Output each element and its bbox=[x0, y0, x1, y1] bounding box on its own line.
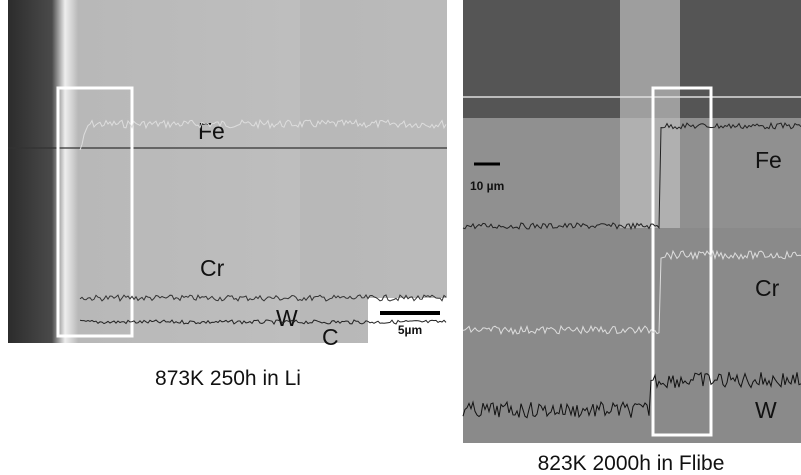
element-label: Cr bbox=[200, 255, 225, 281]
element-label: C bbox=[322, 324, 339, 350]
element-label: Fe bbox=[198, 118, 225, 144]
scale-bar-label: 5µm bbox=[398, 323, 422, 337]
caption: 873K 250h in Li bbox=[155, 367, 301, 390]
micrograph-left: 5µm Fe Cr W C bbox=[8, 0, 447, 350]
element-label: Cr bbox=[755, 275, 780, 301]
caption: 823K 2000h in Flibe bbox=[538, 452, 725, 475]
grain bbox=[300, 0, 447, 343]
micrograph-right: 10 µm Fe Cr W bbox=[463, 0, 801, 443]
scale-bar-label: 10 µm bbox=[470, 179, 504, 193]
element-label: Fe bbox=[755, 147, 782, 173]
interface bbox=[620, 0, 680, 228]
figure: 5µm Fe Cr W C 873K 250h in Li 10 µm Fe C… bbox=[0, 0, 801, 475]
element-label: W bbox=[755, 397, 777, 423]
element-label: W bbox=[276, 305, 298, 331]
